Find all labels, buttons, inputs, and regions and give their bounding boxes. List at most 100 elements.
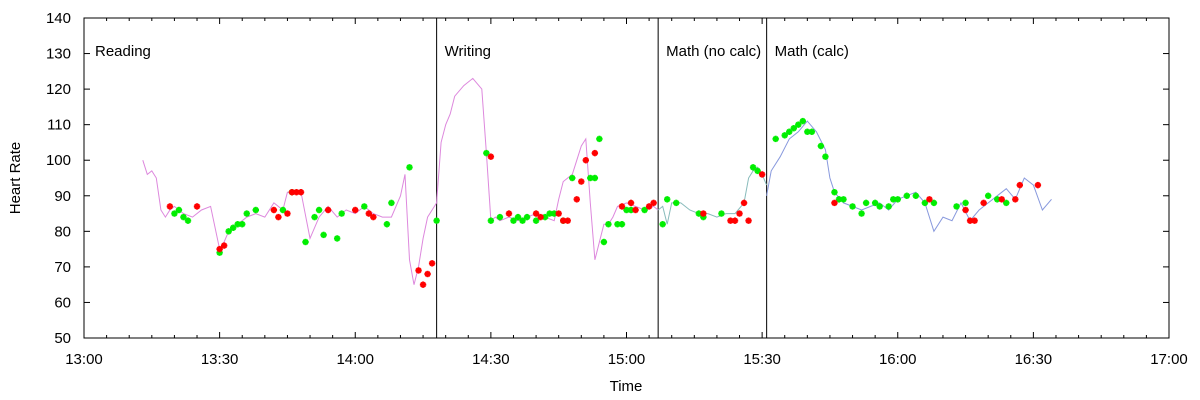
green-marker bbox=[252, 206, 259, 214]
x-tick-label: 16:30 bbox=[1015, 351, 1053, 368]
green-marker bbox=[930, 199, 938, 207]
green-marker bbox=[840, 196, 847, 203]
red-marker bbox=[1016, 181, 1024, 189]
red-marker bbox=[415, 267, 422, 274]
green-marker bbox=[487, 217, 495, 224]
red-marker bbox=[627, 199, 635, 207]
green-marker bbox=[822, 153, 829, 160]
red-marker bbox=[998, 196, 1005, 203]
red-marker bbox=[284, 210, 291, 217]
red-marker bbox=[731, 217, 739, 224]
x-tick-label: 13:30 bbox=[201, 351, 239, 368]
red-marker bbox=[980, 199, 987, 207]
green-marker bbox=[361, 203, 368, 210]
y-tick-label: 60 bbox=[54, 294, 71, 311]
green-marker bbox=[786, 128, 793, 135]
green-marker bbox=[795, 121, 802, 128]
green-marker bbox=[302, 238, 309, 246]
red-marker bbox=[275, 213, 282, 221]
red-marker bbox=[650, 199, 657, 207]
y-tick-label: 50 bbox=[54, 330, 71, 347]
green-marker bbox=[532, 217, 540, 224]
red-marker bbox=[555, 210, 562, 217]
plot-frame bbox=[83, 17, 1170, 339]
x-tick-label: 15:30 bbox=[743, 351, 781, 368]
red-marker bbox=[537, 213, 544, 221]
section-label: Reading bbox=[95, 43, 151, 60]
red-marker bbox=[370, 213, 377, 221]
green-marker bbox=[627, 206, 635, 214]
red-marker bbox=[419, 281, 427, 288]
green-marker bbox=[903, 192, 910, 199]
green-marker bbox=[894, 196, 901, 203]
green-marker bbox=[890, 196, 897, 203]
red-marker bbox=[560, 217, 567, 224]
red-marker bbox=[758, 171, 766, 178]
section-label: Math (calc) bbox=[775, 43, 849, 60]
red-marker bbox=[1034, 181, 1042, 189]
red-marker bbox=[220, 242, 228, 249]
red-marker bbox=[618, 203, 626, 210]
green-marker bbox=[243, 210, 250, 217]
red-marker bbox=[926, 196, 933, 203]
red-marker bbox=[564, 217, 571, 224]
green-marker bbox=[673, 199, 680, 207]
green-marker bbox=[808, 128, 816, 135]
green-marker bbox=[175, 206, 183, 214]
green-marker bbox=[876, 203, 883, 210]
green-marker bbox=[239, 221, 246, 228]
green-marker bbox=[519, 217, 526, 224]
x-tick-label: 14:30 bbox=[472, 351, 510, 368]
red-marker bbox=[591, 149, 599, 157]
green-marker bbox=[383, 221, 391, 228]
x-tick-label: 16:00 bbox=[879, 351, 917, 368]
red-marker bbox=[831, 199, 838, 207]
y-tick-label: 110 bbox=[47, 117, 71, 134]
green-marker bbox=[862, 199, 870, 207]
green-marker bbox=[600, 238, 608, 246]
red-marker bbox=[532, 210, 540, 217]
y-axis: 50 60 70 80 90 100 110 120 130 140 bbox=[46, 10, 1169, 347]
green-marker bbox=[510, 217, 517, 224]
green-marker bbox=[541, 213, 549, 221]
red-marker bbox=[632, 206, 639, 214]
green-marker bbox=[754, 167, 761, 175]
green-marker bbox=[1003, 199, 1010, 207]
green-marker bbox=[641, 206, 648, 214]
section-label: Writing bbox=[445, 43, 491, 60]
red-marker bbox=[645, 203, 653, 210]
green-marker bbox=[591, 174, 599, 182]
x-tick-label: 14:00 bbox=[336, 351, 374, 368]
green-marker bbox=[225, 228, 232, 235]
green-marker bbox=[406, 164, 413, 171]
green-marker bbox=[663, 196, 671, 203]
green-marker bbox=[546, 210, 553, 217]
red-marker bbox=[573, 196, 580, 203]
red-marker bbox=[727, 217, 734, 224]
y-axis-label: Heart Rate bbox=[7, 142, 24, 215]
green-marker bbox=[953, 203, 960, 210]
red-marker bbox=[193, 203, 201, 210]
red-marker bbox=[216, 245, 223, 253]
x-tick-label: 15:00 bbox=[608, 351, 646, 368]
series-line bbox=[657, 166, 768, 225]
green-marker bbox=[772, 135, 779, 143]
red-marker bbox=[740, 199, 748, 207]
y-tick-label: 80 bbox=[54, 223, 71, 240]
red-marker bbox=[1012, 196, 1019, 203]
red-marker bbox=[324, 206, 332, 214]
green-marker bbox=[718, 210, 725, 217]
red-marker bbox=[424, 270, 431, 278]
green-marker bbox=[858, 210, 865, 217]
red-marker bbox=[505, 210, 513, 217]
y-tick-label: 140 bbox=[46, 10, 71, 27]
green-marker bbox=[790, 125, 797, 132]
green-marker bbox=[514, 213, 522, 221]
green-marker bbox=[831, 189, 838, 196]
green-marker bbox=[388, 199, 395, 207]
green-marker bbox=[229, 224, 237, 231]
green-marker bbox=[618, 221, 626, 228]
section-label: Math (no calc) bbox=[666, 43, 761, 60]
red-marker bbox=[166, 203, 174, 210]
